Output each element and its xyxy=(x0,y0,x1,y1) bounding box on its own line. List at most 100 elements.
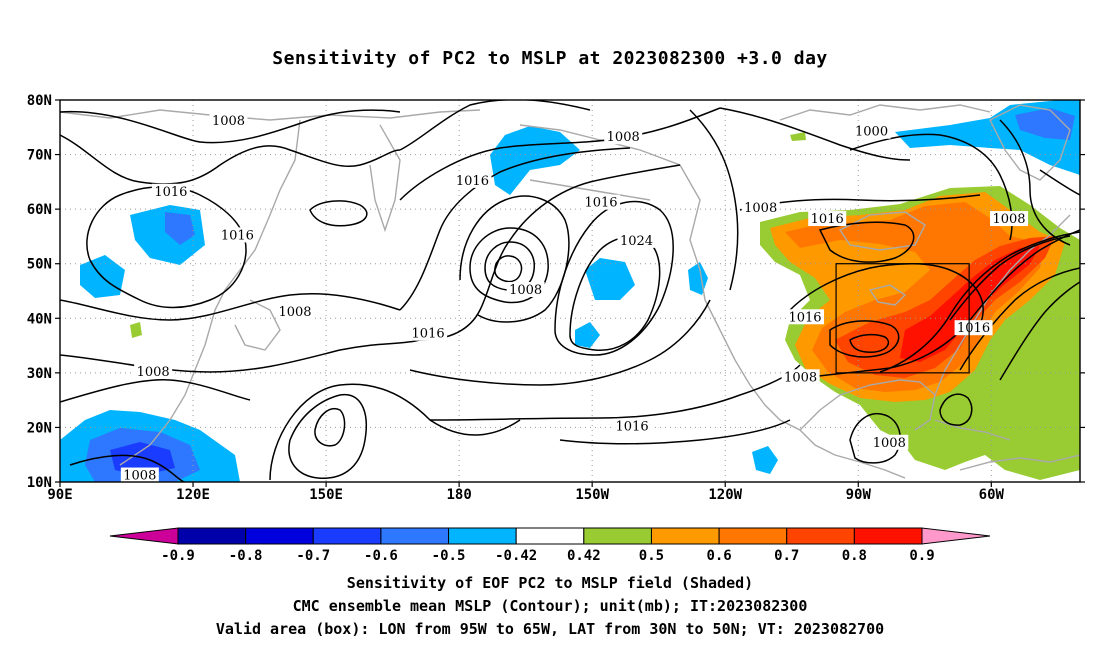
contour-line xyxy=(554,200,674,356)
shade-green-asia xyxy=(130,322,142,338)
shade-blue-northeast-core xyxy=(1015,108,1075,140)
shade-blue-pacific-small xyxy=(575,322,600,348)
coast-asia-north xyxy=(60,109,481,121)
coast-japan xyxy=(234,299,281,351)
caption-contour: CMC ensemble mean MSLP (Contour); unit(m… xyxy=(292,597,808,615)
contour-line xyxy=(789,229,1080,381)
shade-blue-southchina-deep xyxy=(110,442,175,476)
lat-tick-label: 40N xyxy=(27,311,52,327)
sensitivity-shading xyxy=(60,100,1080,482)
contour-label: 1016 xyxy=(154,185,187,200)
contour-label: 1016 xyxy=(412,327,445,342)
coast-southamerica xyxy=(959,454,1080,471)
contour-label-bg xyxy=(786,309,825,325)
colorbar-label: -0.7 xyxy=(296,548,330,564)
coastlines xyxy=(60,104,1080,479)
contour-line xyxy=(60,379,251,403)
colorbar-box xyxy=(245,527,314,545)
contour-label: 1016 xyxy=(584,196,617,211)
contour-label: 1008 xyxy=(137,365,170,380)
contour-label-bg xyxy=(604,129,643,145)
contour-line xyxy=(849,133,1013,241)
shade-blue-pacific xyxy=(585,258,635,300)
lat-tick-label: 80N xyxy=(27,93,52,109)
contour-label-bg xyxy=(741,200,780,216)
contour-line xyxy=(60,339,421,373)
contour-label: 1024 xyxy=(620,234,653,249)
contour-label-bg xyxy=(613,418,652,434)
contour-label: 1008 xyxy=(212,114,245,129)
coast-asia-east xyxy=(119,119,301,466)
colorbar-box xyxy=(718,527,788,545)
contour-label-bg xyxy=(582,194,621,210)
contour-line xyxy=(484,241,535,292)
contour-line xyxy=(309,200,368,227)
colorbar-label: 0.8 xyxy=(842,548,867,564)
contour-label: 1008 xyxy=(509,283,542,298)
lat-tick-label: 50N xyxy=(27,257,52,273)
contour-line xyxy=(60,109,401,144)
contour-label: 1008 xyxy=(784,370,817,385)
contour-label: 1008 xyxy=(992,212,1025,227)
lon-tick-label: 90E xyxy=(47,487,72,503)
contour-line xyxy=(949,235,1071,321)
colorbar-box xyxy=(650,527,720,545)
contour-label-bg xyxy=(781,369,820,385)
coast-central-america xyxy=(799,429,906,479)
contour-label: 1016 xyxy=(788,310,821,325)
contour-label-bg xyxy=(453,172,492,188)
contour-line xyxy=(818,221,915,263)
contour-label: 1000 xyxy=(855,125,888,140)
colorbar-label: -0.9 xyxy=(161,548,195,564)
colorbar-box xyxy=(312,527,382,545)
colorbar-box xyxy=(177,527,247,545)
colorbar-label: 0.42 xyxy=(567,548,601,564)
contour-line xyxy=(559,419,791,445)
caption-valid-area: Valid area (box): LON from 95W to 65W, L… xyxy=(215,620,885,638)
lat-tick-label: 20N xyxy=(27,420,52,436)
contour-line xyxy=(69,454,186,482)
contour-line xyxy=(288,394,367,479)
gridlines xyxy=(60,100,1080,482)
axis-ticks xyxy=(55,99,1085,487)
colorbar-label: -0.8 xyxy=(229,548,263,564)
contour-label-bg xyxy=(276,303,315,319)
contour-line xyxy=(879,231,1080,373)
lat-tick-label: 70N xyxy=(27,148,52,164)
contour-label-bg xyxy=(617,232,656,248)
contour-label-bg xyxy=(808,211,847,227)
contour-label: 1008 xyxy=(278,305,311,320)
contour-label: 1008 xyxy=(123,469,156,484)
contour-label: 1016 xyxy=(456,174,489,189)
colorbar-label: -0.42 xyxy=(495,548,537,564)
latitude-labels: 80N 70N 60N 50N 40N 30N 20N 10N xyxy=(27,93,52,491)
coast-arctic-islands xyxy=(779,104,991,121)
contour-line xyxy=(829,320,900,358)
lat-tick-label: 60N xyxy=(27,202,52,218)
contour-label-bg xyxy=(990,211,1029,227)
lon-tick-label: 120W xyxy=(708,487,742,503)
contour-line xyxy=(459,195,570,323)
colorbar-box xyxy=(853,527,923,545)
colorbar-max-triangle xyxy=(921,527,991,545)
colorbar-box xyxy=(786,527,855,545)
coast-greatlakes xyxy=(868,284,907,306)
contour-label-bg xyxy=(409,325,448,341)
contour-label-bg xyxy=(209,112,248,128)
contour-label: 1008 xyxy=(744,201,777,216)
colorbar-box xyxy=(380,527,450,545)
lon-tick-label: 180 xyxy=(446,487,471,503)
contour-label: 1016 xyxy=(221,228,254,243)
plot-frame xyxy=(59,99,1081,483)
colorbar-box xyxy=(583,527,652,545)
colorbar-box xyxy=(515,527,585,545)
shade-blue-caribbean xyxy=(752,446,778,474)
contour-labels: 1008 1016 1016 1008 1016 1008 1008 1016 1008 1016… xyxy=(120,112,1029,484)
contour-label-bg xyxy=(954,320,993,336)
contour-label-bg xyxy=(134,363,173,379)
shade-region-red xyxy=(900,246,1040,362)
contour-label: 1016 xyxy=(811,212,844,227)
coast-hudson xyxy=(838,211,926,251)
contour-line xyxy=(999,281,1080,381)
